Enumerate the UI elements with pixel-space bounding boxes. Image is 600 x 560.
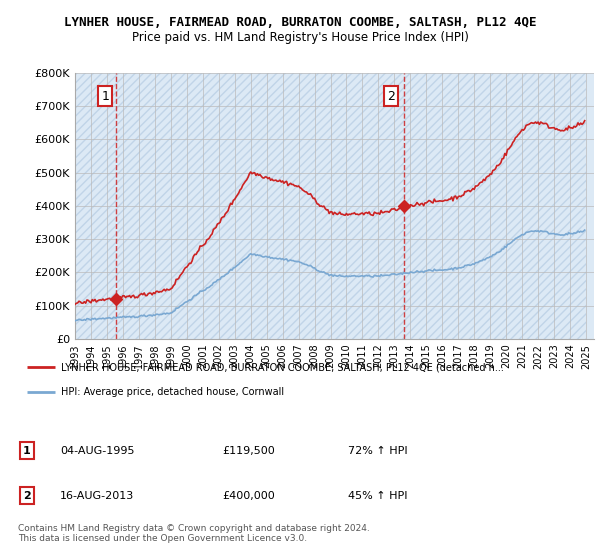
Text: Price paid vs. HM Land Registry's House Price Index (HPI): Price paid vs. HM Land Registry's House … [131,31,469,44]
Text: 72% ↑ HPI: 72% ↑ HPI [348,446,407,456]
Text: 04-AUG-1995: 04-AUG-1995 [60,446,134,456]
Text: £119,500: £119,500 [222,446,275,456]
Text: 1: 1 [101,90,109,102]
Text: 45% ↑ HPI: 45% ↑ HPI [348,491,407,501]
Text: LYNHER HOUSE, FAIRMEAD ROAD, BURRATON COOMBE, SALTASH, PL12 4QE: LYNHER HOUSE, FAIRMEAD ROAD, BURRATON CO… [64,16,536,29]
Text: HPI: Average price, detached house, Cornwall: HPI: Average price, detached house, Corn… [61,386,284,396]
Text: Contains HM Land Registry data © Crown copyright and database right 2024.
This d: Contains HM Land Registry data © Crown c… [18,524,370,543]
Text: 2: 2 [387,90,395,102]
Text: 1: 1 [23,446,31,456]
Text: £400,000: £400,000 [222,491,275,501]
Text: 2: 2 [23,491,31,501]
Text: 16-AUG-2013: 16-AUG-2013 [60,491,134,501]
Text: LYNHER HOUSE, FAIRMEAD ROAD, BURRATON COOMBE, SALTASH, PL12 4QE (detached h...: LYNHER HOUSE, FAIRMEAD ROAD, BURRATON CO… [61,362,503,372]
